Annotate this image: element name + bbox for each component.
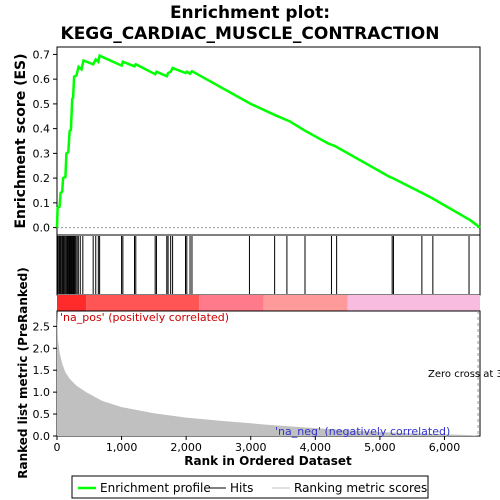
metric-tick-label: 1.0 — [33, 386, 51, 399]
metric-tick-label: 0.5 — [33, 408, 51, 421]
color-bar-segment — [86, 295, 200, 311]
hits-panel-frame — [56, 234, 481, 296]
chart-title-line1: Enrichment plot: — [170, 3, 330, 23]
ranking-color-bar — [57, 295, 480, 311]
color-bar-segment — [263, 295, 348, 311]
es-tick-label: 0.6 — [33, 73, 51, 86]
x-tick-label: 6,000 — [429, 441, 461, 454]
legend-enrichment-label: Enrichment profile — [100, 481, 211, 495]
legend: Enrichment profile Hits Ranking metric s… — [71, 475, 429, 499]
x-tick-label: 5,000 — [364, 441, 396, 454]
color-bar-segment — [347, 295, 480, 311]
metric-y-axis-label: Ranked list metric (PreRanked) — [16, 267, 30, 479]
metric-panel: 0.0 0.5 1.0 1.5 2.0 2.5 'na_pos' (positively … — [16, 267, 500, 479]
negative-correlation-label: 'na_neg' (negatively correlated) — [275, 425, 450, 438]
metric-tick-label: 0.0 — [33, 430, 51, 443]
legend-hits-label: Hits — [230, 481, 253, 495]
es-tick-label: 0.5 — [33, 98, 51, 111]
x-tick-label: 2,000 — [170, 441, 202, 454]
legend-box — [71, 475, 429, 499]
x-tick-label: 3,000 — [235, 441, 267, 454]
chart-title-line2: KEGG_CARDIAC_MUSCLE_CONTRACTION — [61, 24, 440, 44]
x-tick-label: 1,000 — [106, 441, 138, 454]
metric-tick-label: 2.0 — [33, 342, 51, 355]
enrichment-profile-line — [55, 53, 481, 229]
metric-tick-label: 2.5 — [33, 320, 51, 333]
hits-panel — [56, 234, 481, 296]
es-tick-label: 0.1 — [33, 197, 51, 210]
legend-ranking-label: Ranking metric scores — [294, 481, 427, 495]
es-tick-label: 0.7 — [33, 48, 51, 61]
ranking-metric-area — [57, 311, 480, 436]
es-tick-label: 0.0 — [33, 222, 51, 235]
x-axis-ticks: 0 1,000 2,000 3,000 4,000 5,000 6,000 — [54, 436, 461, 454]
color-bar-segment — [57, 295, 87, 311]
color-bar-segment — [199, 295, 264, 311]
metric-tick-label: 1.5 — [33, 364, 51, 377]
es-tick-label: 0.4 — [33, 123, 51, 136]
es-tick-label: 0.2 — [33, 172, 51, 185]
es-panel: 0.0 0.1 0.2 0.3 0.4 0.5 0.6 0.7 Enrichment scor… — [13, 46, 481, 236]
es-panel-frame — [56, 46, 481, 236]
x-axis-label: Rank in Ordered Dataset — [184, 454, 352, 468]
metric-y-ticks: 0.0 0.5 1.0 1.5 2.0 2.5 — [33, 320, 57, 443]
hit-marks — [57, 236, 470, 294]
es-y-ticks: 0.0 0.1 0.2 0.3 0.4 0.5 0.6 0.7 — [33, 48, 57, 235]
positive-correlation-label: 'na_pos' (positively correlated) — [60, 311, 229, 324]
zero-cross-label: Zero cross at 3104 — [428, 369, 500, 380]
es-tick-label: 0.3 — [33, 147, 51, 160]
x-tick-label: 0 — [54, 441, 61, 454]
es-y-axis-label: Enrichment score (ES) — [13, 53, 29, 228]
x-tick-label: 4,000 — [300, 441, 332, 454]
